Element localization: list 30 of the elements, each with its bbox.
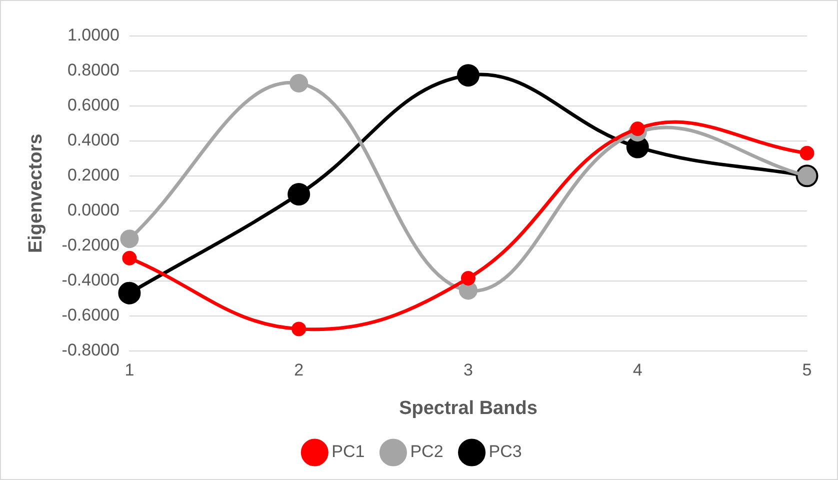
point [800,146,814,160]
legend-label: PC2 [410,442,444,462]
point [460,270,476,286]
point [120,230,139,248]
legend-label: PC1 [332,442,365,462]
y-tick-label: 0.6000 [67,96,120,115]
y-axis-title: Eigenvectors [26,134,47,254]
point [292,322,306,336]
y-tick-label: 1.0000 [67,26,120,45]
y-tick-label: 0.0000 [67,200,120,220]
y-tick-label: 0.2000 [67,166,120,185]
point [456,64,480,87]
point [118,282,141,304]
y-tick-label: -0.8000 [62,340,120,360]
x-tick-label: 3 [463,360,473,380]
y-tick-label: 0.4000 [67,130,120,150]
point [458,281,478,300]
x-tick-label: 2 [294,360,304,380]
y-tick-label: -0.6000 [62,306,120,325]
x-tick-label: 1 [124,360,134,380]
y-tick-label: -0.4000 [62,270,120,290]
x-tick-label: 4 [632,360,642,380]
x-tick-label: 5 [802,360,812,380]
y-tick-label: 0.8000 [67,60,120,80]
point [288,183,310,206]
y-tick-label: -0.2000 [62,236,120,255]
x-axis-title: Spectral Bands [399,398,538,419]
point [290,74,308,92]
point [122,250,137,266]
legend-label: PC3 [488,442,522,462]
